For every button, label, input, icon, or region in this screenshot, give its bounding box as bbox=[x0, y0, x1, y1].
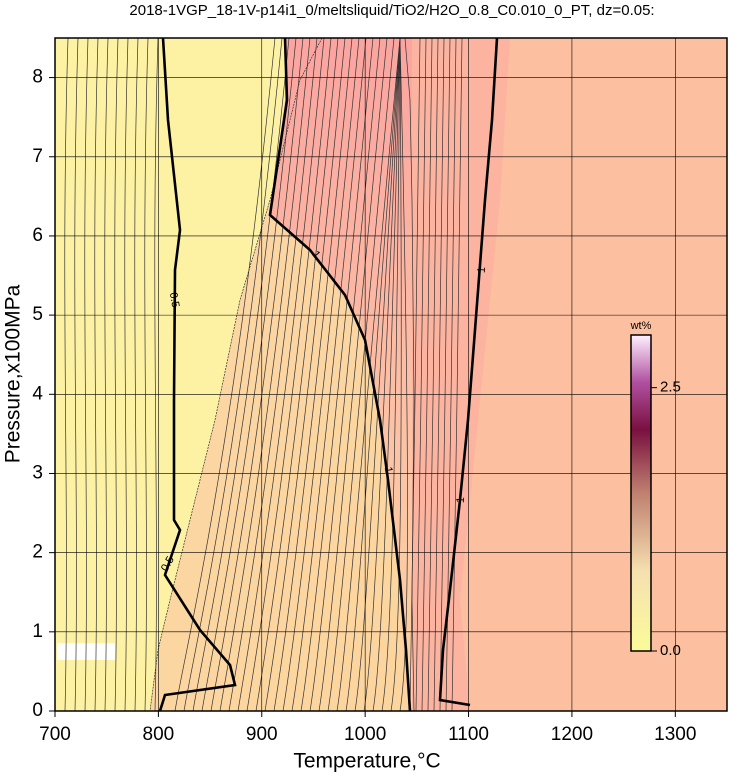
contour-line bbox=[438, 37, 499, 707]
contour-line bbox=[309, 37, 381, 712]
contour-line bbox=[273, 37, 353, 712]
contour-label: 0.5 bbox=[167, 291, 181, 308]
contour-line bbox=[94, 37, 99, 712]
y-tick-label: 1 bbox=[32, 621, 43, 642]
y-tick-label: 5 bbox=[32, 304, 43, 325]
contour-line bbox=[363, 37, 401, 712]
contour-line bbox=[210, 37, 304, 712]
contour-line bbox=[144, 37, 149, 712]
y-axis-label: Pressure,x100MPa bbox=[2, 284, 25, 463]
colorbar bbox=[630, 334, 652, 652]
contour-line bbox=[104, 37, 109, 712]
y-tick-label: 3 bbox=[32, 462, 43, 483]
colorbar-tick-label: 2.5 bbox=[660, 379, 681, 396]
chart-title: 2018-1VGP_18-1V-p14i1_0/meltsliquid/TiO2… bbox=[129, 2, 654, 19]
contour-line bbox=[124, 37, 129, 712]
contour-line bbox=[409, 37, 421, 712]
plot-frame bbox=[54, 37, 728, 712]
contour-line bbox=[246, 37, 332, 712]
contour-line bbox=[421, 37, 433, 712]
x-tick-label: 800 bbox=[143, 724, 175, 745]
region bbox=[270, 38, 412, 711]
y-tick-label: 2 bbox=[32, 542, 43, 563]
x-tick-label: 700 bbox=[39, 724, 71, 745]
contour-line bbox=[439, 37, 451, 712]
colorbar-tick-label: 0.0 bbox=[660, 642, 681, 659]
x-tick-label: 1200 bbox=[551, 724, 593, 745]
contour-label: 1 bbox=[476, 266, 488, 273]
x-tick-label: 1100 bbox=[448, 724, 489, 745]
contour-line bbox=[415, 37, 427, 712]
contour-line bbox=[451, 37, 463, 712]
contour-line bbox=[84, 37, 89, 712]
contour-label: 1 bbox=[382, 466, 395, 474]
y-tick-label: 8 bbox=[32, 67, 43, 88]
y-tick-label: 4 bbox=[32, 383, 43, 404]
contour-line bbox=[345, 37, 401, 712]
contour-line bbox=[158, 37, 237, 712]
contour-line bbox=[219, 37, 311, 712]
x-tick-label: 900 bbox=[246, 724, 278, 745]
contour-line bbox=[336, 37, 401, 712]
contour-line bbox=[114, 37, 119, 712]
colorbar-label: wt% bbox=[630, 320, 652, 332]
contour-line bbox=[399, 37, 408, 712]
contour-line bbox=[183, 37, 283, 712]
contour-line bbox=[64, 37, 69, 712]
x-tick-label: 1300 bbox=[654, 724, 696, 745]
contour-line bbox=[174, 37, 276, 712]
contour-line bbox=[149, 37, 323, 712]
contour-line bbox=[154, 37, 159, 712]
contour-line bbox=[282, 37, 360, 712]
contour-line bbox=[327, 37, 395, 712]
contour-line bbox=[300, 37, 374, 712]
contour-line bbox=[372, 37, 401, 712]
axes: 700 800 900 1000 1100 1200 1300 0 1 2 3 4 5 6 7 8 bbox=[32, 38, 727, 745]
contour-line bbox=[291, 37, 367, 712]
region bbox=[55, 38, 322, 711]
contour-line bbox=[427, 37, 439, 712]
contour-line bbox=[264, 37, 346, 712]
contour-label: 1 bbox=[455, 496, 467, 503]
contour-line bbox=[201, 37, 297, 712]
contour-line bbox=[354, 37, 401, 712]
contour-line bbox=[74, 37, 79, 712]
y-tick-label: 7 bbox=[32, 146, 43, 167]
contour-line bbox=[390, 37, 402, 712]
y-tick-label: 0 bbox=[32, 700, 43, 721]
contour-line bbox=[404, 37, 415, 712]
x-tick-label: 1000 bbox=[344, 724, 386, 745]
contour-line bbox=[318, 37, 388, 712]
contour-line bbox=[134, 37, 139, 712]
plot-fill bbox=[55, 38, 727, 711]
x-axis-label: Temperature,°C bbox=[293, 750, 440, 773]
contour-line bbox=[381, 37, 401, 712]
contour-line bbox=[237, 37, 325, 712]
contour-line bbox=[433, 37, 445, 712]
y-tick-label: 6 bbox=[32, 225, 43, 246]
